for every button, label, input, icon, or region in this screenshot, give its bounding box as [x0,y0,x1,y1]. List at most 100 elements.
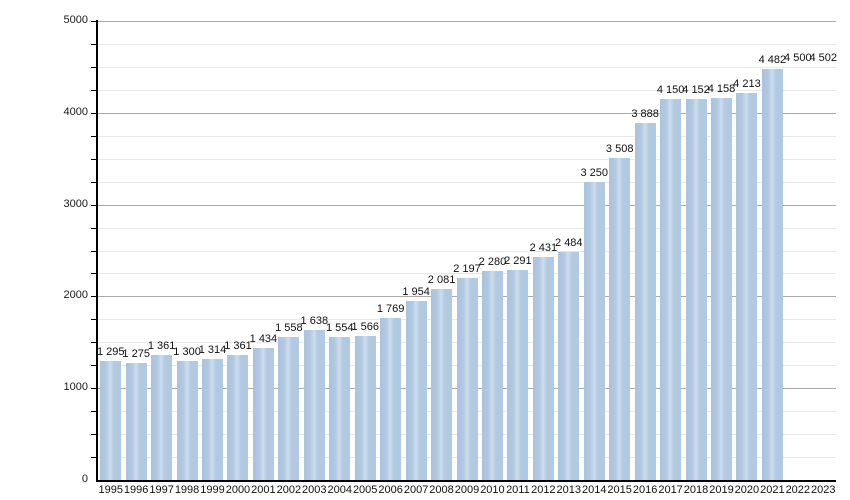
bar-value-label-2003: 1 638 [300,314,329,327]
bar-2012 [532,256,554,480]
y-axis-label: 1000 [63,381,88,394]
bar-value-label-2005: 1 566 [351,321,379,334]
x-axis-label-2011: 2011 [506,484,530,496]
x-axis-label-2007: 2007 [403,484,429,496]
bar-value-label-2022: 4 500 [784,51,812,64]
bar-value-label-2008: 2 081 [427,273,456,286]
x-axis-label-2000: 2000 [225,484,251,496]
bar-value-label-1999: 1 314 [198,344,227,357]
minor-gridline [98,66,836,68]
y-axis-tick [91,273,98,275]
bar-2018 [685,98,707,480]
y-axis-tick [91,319,98,321]
y-axis-label: 3000 [63,197,88,210]
bar-value-label-2002: 1 558 [275,321,303,334]
bar-value-label-1996: 1 275 [122,347,150,360]
bar-2019 [710,98,732,480]
y-axis-tick [91,388,98,390]
bar-2005 [354,336,376,480]
x-axis-label-2014: 2014 [581,484,607,496]
x-axis-label-2005: 2005 [352,484,378,496]
bar-2002 [278,336,300,480]
x-axis-label-2015: 2015 [607,484,632,496]
y-axis-label: 4000 [63,105,88,118]
x-axis-label-2021: 2021 [760,484,785,496]
x-axis-label-2001: 2001 [251,484,276,496]
x-axis-label-1995: 1995 [98,484,123,496]
bar-1995 [100,361,122,480]
y-axis-tick [91,112,98,114]
x-axis-label-2023: 2023 [811,484,836,496]
bar-2015 [609,157,631,480]
minor-gridline [98,43,836,45]
bar-value-label-2021: 4 482 [758,53,787,66]
bar-2013 [558,251,580,480]
bar-value-label-2016: 3 888 [631,108,659,121]
y-axis-tick [91,342,98,344]
bar-2020 [736,93,758,480]
x-axis-label-2004: 2004 [327,484,352,496]
bar-value-label-2019: 4 158 [707,83,736,96]
x-axis-label-2016: 2016 [632,484,658,496]
y-axis-tick [91,296,98,298]
y-axis-line [96,20,98,481]
bar-value-label-2023: 4 502 [809,51,838,64]
bar-value-label-2017: 4 150 [656,84,685,97]
bar-1999 [202,359,224,480]
x-axis-label-1996: 1996 [123,484,149,496]
bar-2008 [431,288,453,480]
x-axis-label-2022: 2022 [785,484,811,496]
y-axis-tick [91,43,98,45]
bar-value-label-2004: 1 554 [325,322,354,335]
bar-value-label-2012: 2 431 [529,241,558,254]
y-axis-tick [91,89,98,91]
bar-2009 [456,278,478,480]
bar-value-label-2013: 2 484 [555,236,583,249]
y-axis-tick [91,135,98,137]
y-axis-label: 0 [81,473,88,485]
bar-2010 [481,270,503,480]
bar-value-label-2007: 1 954 [402,285,430,298]
x-axis-line [96,480,836,482]
x-axis-label-1998: 1998 [174,484,200,496]
y-axis-tick [91,227,98,229]
bar-value-label-1997: 1 361 [147,340,176,353]
bar-value-label-2010: 2 280 [478,255,507,268]
bar-2011 [507,269,529,480]
y-axis-tick [91,365,98,367]
bar-1998 [176,360,198,480]
x-axis-label-2019: 2019 [709,484,734,496]
major-gridline [98,21,836,22]
bar-2016 [634,123,656,480]
bar-2017 [660,99,682,480]
bar-value-label-2018: 4 152 [682,83,710,96]
bar-2007 [405,300,427,480]
y-axis-tick [91,66,98,68]
y-axis-tick [91,250,98,252]
bar-value-label-2000: 1 361 [224,340,252,353]
y-axis-tick [91,204,98,206]
y-axis-tick [91,457,98,459]
bar-2004 [329,337,351,480]
bar-2014 [583,181,605,480]
x-axis-label-2009: 2009 [454,484,480,496]
bar-value-label-2020: 4 213 [733,78,761,91]
bar-value-label-1995: 1 295 [96,346,125,359]
x-axis-label-2012: 2012 [531,484,556,496]
y-axis-tick [91,181,98,183]
x-axis-label-2006: 2006 [378,484,403,496]
bar-value-label-2001: 1 434 [249,333,278,346]
x-axis-label-2018: 2018 [683,484,709,496]
x-axis-label-1999: 1999 [200,484,225,496]
bar-1996 [125,362,147,480]
x-axis-label-2010: 2010 [480,484,505,496]
y-axis-tick [91,158,98,160]
x-axis-label-1997: 1997 [149,484,174,496]
y-axis-label: 5000 [63,14,88,26]
bar-2003 [303,329,325,480]
y-axis-tick [91,434,98,436]
bar-2006 [380,317,402,480]
bar-value-label-2006: 1 769 [376,302,405,315]
bar-1997 [151,355,173,480]
